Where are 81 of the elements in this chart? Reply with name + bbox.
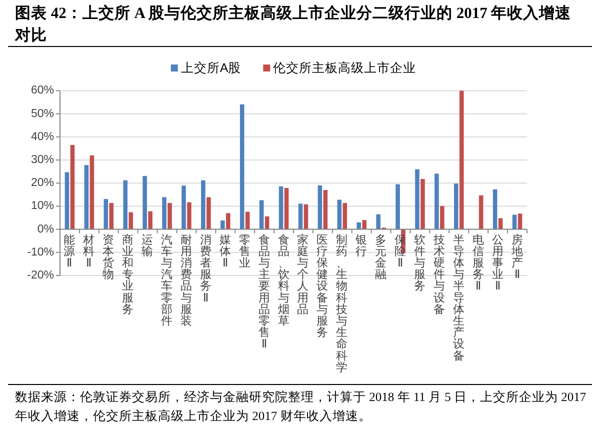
bar: [201, 180, 206, 230]
x-tick-label: 耐用消费品与服装: [180, 233, 192, 328]
x-tick-label: 软件与服务: [414, 233, 426, 293]
bar: [64, 172, 70, 230]
bar: [459, 90, 464, 230]
y-tick-label: -10%: [27, 246, 54, 258]
x-tick-label: 能源Ⅱ: [64, 233, 76, 270]
y-tick-label: 50%: [30, 108, 54, 120]
y-tick-label: 20%: [30, 177, 54, 190]
bar: [454, 184, 458, 230]
bar: [323, 190, 328, 230]
x-tick-label: 电信服务Ⅱ: [472, 233, 484, 293]
bar: [518, 214, 522, 230]
x-tick-label: 银行: [354, 233, 368, 258]
category-label: 半导体与半导体生产设备: [452, 234, 465, 362]
bar: [206, 197, 211, 230]
bar: [168, 202, 172, 230]
bar: [440, 206, 444, 230]
x-tick-label: 商业和专业服务: [122, 232, 134, 316]
x-tick-label: 消费者服务Ⅱ: [200, 233, 212, 304]
bar: [104, 199, 108, 230]
bar: [284, 188, 289, 230]
bar: [128, 212, 133, 230]
bar: [512, 214, 517, 230]
bar: [415, 169, 420, 230]
bar: [420, 178, 425, 230]
y-tick-label: 60%: [30, 84, 54, 97]
x-tick-label: 材料Ⅱ: [82, 233, 96, 270]
x-tick-label: 零售业: [238, 233, 251, 270]
bar: [187, 202, 192, 230]
bar: [109, 202, 114, 230]
x-tick-label: 运输: [142, 233, 154, 258]
y-tick-label: -20%: [27, 270, 54, 282]
bar: [492, 189, 498, 230]
x-tick-label: 食品、饮料与烟草: [276, 233, 290, 328]
bar: [70, 144, 75, 230]
x-tick-label: 公用事业Ⅱ: [492, 233, 504, 293]
legend-label: 上交所A股: [180, 60, 242, 75]
bar: [478, 195, 484, 230]
chart-title: 图表 42：上交所 A 股与伦交所主板高级上市企业分二级行业的 2017 年收入增速对比: [15, 4, 572, 46]
bar: [226, 213, 230, 230]
x-tick-label: 媒体Ⅱ: [219, 233, 232, 270]
bar: [84, 165, 89, 230]
bar: [396, 184, 400, 230]
bar: [434, 174, 439, 230]
bar: [362, 220, 366, 230]
bar: [264, 216, 270, 230]
bar: [356, 222, 362, 230]
x-tick-label: 房地产Ⅱ: [510, 232, 524, 282]
bar: [182, 186, 186, 230]
category-label: 制药、生物科技与生命科学: [336, 234, 348, 374]
x-tick-label: 汽车与汽车零部件: [161, 233, 174, 328]
bar: [220, 220, 225, 230]
bar: [498, 218, 503, 230]
bar: [162, 197, 166, 230]
bar: [240, 104, 244, 230]
bar: [376, 214, 380, 230]
bar: [342, 202, 348, 230]
bar: [90, 155, 94, 230]
legend-label: 伦交所主板高级上市企业: [273, 60, 416, 75]
bar: [278, 186, 284, 230]
y-tick-label: 30%: [30, 154, 54, 166]
bar: [148, 211, 152, 230]
bar: [259, 200, 264, 230]
bar: [337, 200, 342, 230]
source-note: 数据来源：伦敦证券交易所，经济与金融研究院整理，计算于 2018 年 11 月 5 日，上交所企业为 2017 年收入增速，伦交所主板高级上市企业为 2017 财年收入增速。: [15, 389, 588, 425]
category-label: 医疗保健设备与服务: [316, 234, 329, 340]
category-label: 食品与主要用品零售Ⅱ: [258, 234, 270, 351]
y-tick-label: 40%: [30, 130, 54, 143]
y-tick-label: 0%: [37, 223, 54, 236]
bar: [298, 204, 303, 230]
x-tick-label: 多元金融: [375, 233, 388, 282]
bar: [123, 180, 128, 230]
bar: [318, 185, 322, 230]
bar: [304, 204, 308, 230]
x-tick-label: 家庭与个人用品: [297, 232, 310, 316]
x-tick-label: 技术硬件与设备: [432, 233, 446, 316]
bar: [245, 212, 250, 230]
y-tick-label: 10%: [30, 200, 54, 212]
x-tick-label: 资本货物: [102, 233, 115, 282]
bar: [142, 176, 147, 230]
